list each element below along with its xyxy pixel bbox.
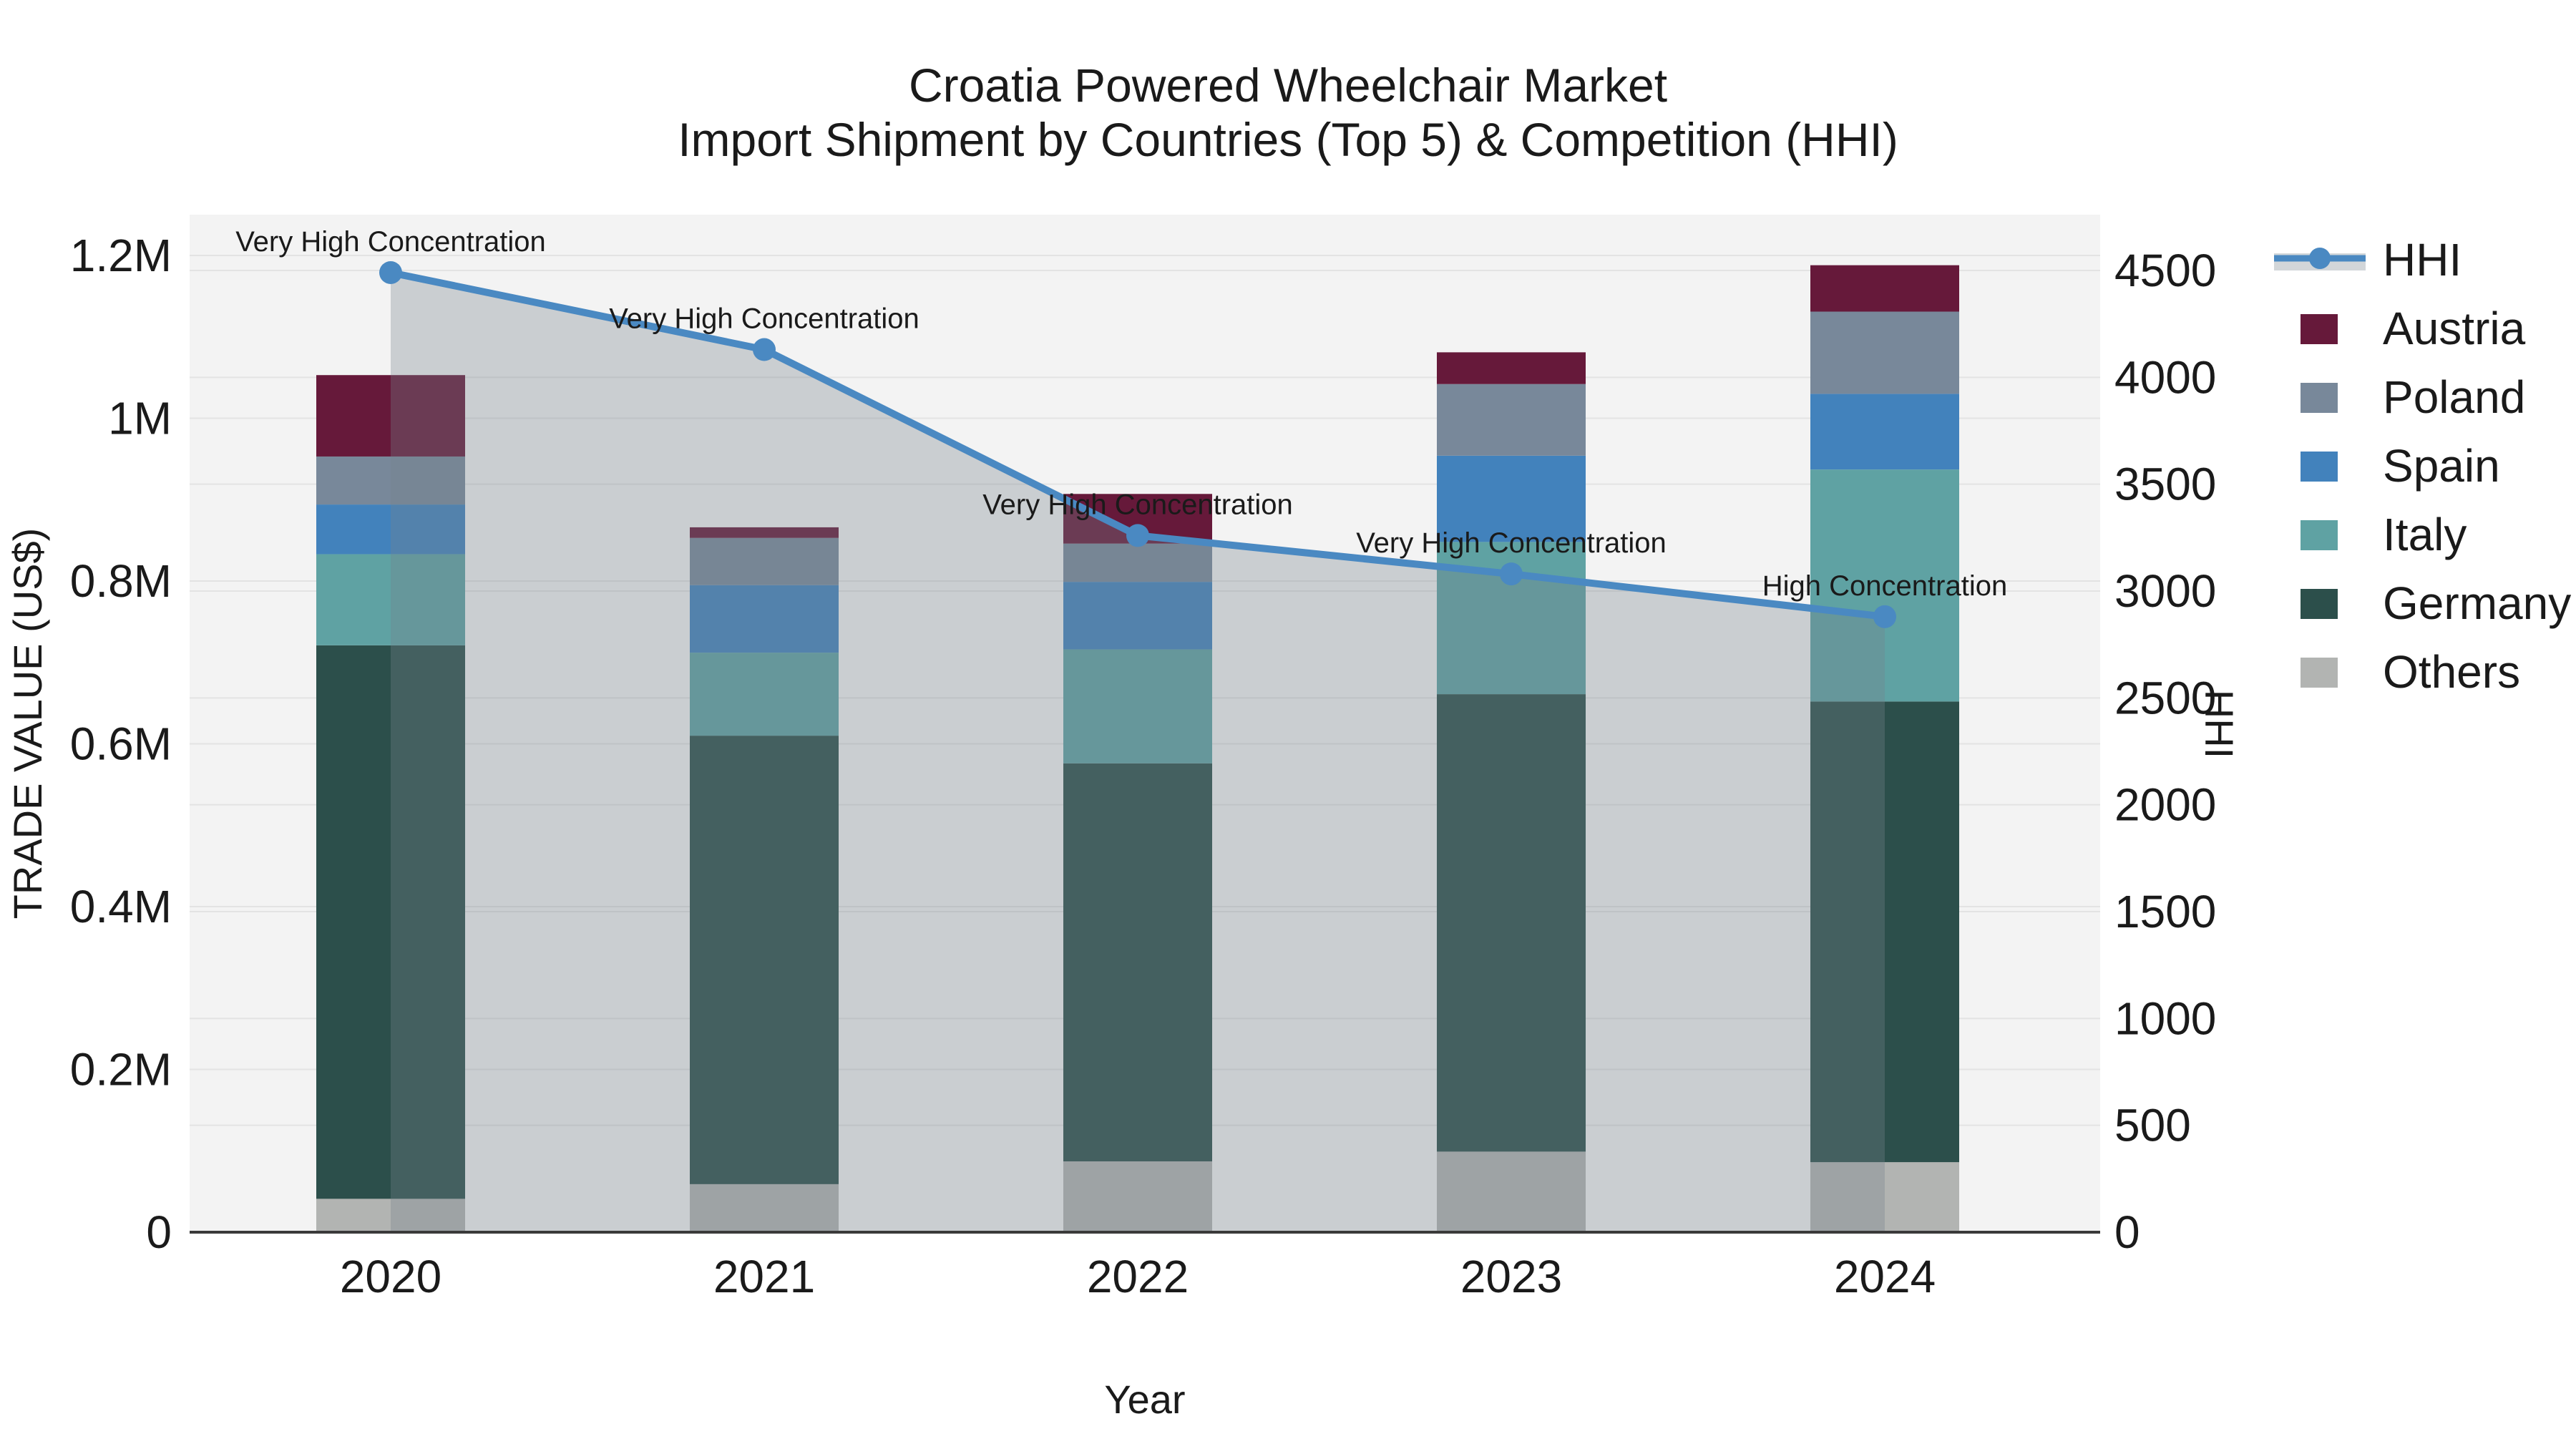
legend-item-others: Others (2301, 646, 2520, 698)
y-left-tick-label: 0.8M (70, 555, 172, 607)
bar-segment-austria-2020 (316, 375, 465, 457)
bar-segment-austria-2023 (1437, 352, 1586, 384)
y-left-axis-title: TRADE VALUE (US$) (5, 528, 50, 919)
y-right-tick-label: 1500 (2114, 886, 2216, 937)
bar-series (316, 265, 1959, 1232)
legend-label-austria: Austria (2383, 303, 2526, 354)
x-tick-label-2023: 2023 (1460, 1251, 1562, 1302)
y-right-tick-label: 500 (2114, 1100, 2191, 1151)
bar-segment-poland-2023 (1437, 384, 1586, 456)
y-right-tick-label: 3500 (2114, 459, 2216, 510)
bar-segment-italy-2022 (1063, 649, 1212, 763)
y-right-tick-label: 4500 (2114, 245, 2216, 296)
y-right-axis-title: HHI (2197, 690, 2242, 758)
legend-label-germany: Germany (2383, 577, 2571, 629)
y-right-tick-label: 0 (2114, 1206, 2140, 1258)
bar-segment-spain-2023 (1437, 455, 1586, 542)
hhi-marker-2024 (1873, 605, 1896, 628)
chart-title-line1: Croatia Powered Wheelchair Market (909, 59, 1667, 112)
legend-item-hhi: HHI (2274, 234, 2462, 286)
bar-segment-poland-2020 (316, 456, 465, 505)
legend-swatch-spain (2301, 452, 2338, 482)
annotation-2020: Very High Concentration (235, 226, 546, 258)
hhi-marker-2020 (379, 260, 402, 284)
bar-segment-germany-2024 (1810, 701, 1959, 1163)
bar-segment-germany-2021 (690, 736, 839, 1184)
hhi-marker-2023 (1500, 562, 1523, 586)
legend-swatch-austria (2301, 314, 2338, 344)
x-tick-label-2020: 2020 (340, 1251, 441, 1302)
legend-item-italy: Italy (2301, 509, 2467, 560)
bar-segment-poland-2022 (1063, 543, 1212, 582)
x-axis-title: Year (1104, 1377, 1185, 1422)
hhi-marker-2021 (753, 338, 776, 361)
legend-hhi-marker (2309, 248, 2331, 269)
bar-segment-spain-2022 (1063, 582, 1212, 650)
annotation-2024: High Concentration (1762, 570, 2007, 602)
legend-label-others: Others (2383, 646, 2520, 698)
hhi-area-fill (391, 272, 1885, 1232)
chart-title-line2: Import Shipment by Countries (Top 5) & C… (678, 113, 1898, 166)
legend-item-poland: Poland (2301, 371, 2525, 423)
bar-segment-austria-2021 (690, 527, 839, 538)
annotation-2023: Very High Concentration (1356, 527, 1667, 559)
y-left-tick-label: 1.2M (70, 230, 172, 281)
bar-segment-germany-2020 (316, 645, 465, 1199)
bar-segment-poland-2024 (1810, 311, 1959, 394)
legend-label-hhi: HHI (2383, 234, 2462, 286)
bar-segment-germany-2023 (1437, 694, 1586, 1152)
y-right-tick-label: 2500 (2114, 672, 2216, 723)
bar-segment-italy-2021 (690, 653, 839, 736)
y-right-tick-label: 4000 (2114, 351, 2216, 403)
bar-segment-others-2022 (1063, 1161, 1212, 1232)
annotation-2021: Very High Concentration (609, 303, 919, 335)
x-tick-label-2024: 2024 (1834, 1251, 1936, 1302)
legend-label-poland: Poland (2383, 371, 2525, 423)
bar-segment-spain-2021 (690, 585, 839, 653)
y-left-tick-label: 1M (108, 393, 172, 444)
legend: HHI Austria Poland Spain Italy Germany Others (2274, 234, 2571, 698)
bar-segment-spain-2020 (316, 504, 465, 555)
bar-segment-poland-2021 (690, 537, 839, 585)
annotation-2022: Very High Concentration (982, 489, 1293, 520)
hhi-marker-2022 (1126, 524, 1149, 547)
y-left-tick-label: 0.2M (70, 1044, 172, 1096)
y-left-tick-label: 0.4M (70, 881, 172, 932)
legend-item-austria: Austria (2301, 303, 2526, 354)
legend-swatch-others (2301, 658, 2338, 688)
y-left-tick-label: 0.6M (70, 718, 172, 770)
bar-segment-austria-2024 (1810, 265, 1959, 312)
y-right-tick-label: 2000 (2114, 779, 2216, 831)
bar-segment-spain-2024 (1810, 394, 1959, 470)
legend-swatch-germany (2301, 589, 2338, 619)
bar-segment-others-2021 (690, 1184, 839, 1232)
legend-label-spain: Spain (2383, 440, 2500, 492)
legend-item-germany: Germany (2301, 577, 2571, 629)
y-left-tick-label: 0 (146, 1206, 172, 1258)
x-tick-label-2022: 2022 (1087, 1251, 1189, 1302)
y-right-tick-label: 3000 (2114, 565, 2216, 617)
bar-segment-others-2020 (316, 1199, 465, 1232)
bar-segment-others-2023 (1437, 1151, 1586, 1232)
bar-segment-germany-2022 (1063, 763, 1212, 1162)
legend-swatch-italy (2301, 520, 2338, 550)
bar-segment-others-2024 (1810, 1162, 1959, 1232)
bar-segment-italy-2024 (1810, 469, 1959, 702)
bar-segment-italy-2020 (316, 554, 465, 645)
legend-item-spain: Spain (2301, 440, 2500, 492)
x-tick-label-2021: 2021 (713, 1251, 815, 1302)
legend-swatch-poland (2301, 383, 2338, 413)
legend-label-italy: Italy (2383, 509, 2467, 560)
y-right-tick-label: 1000 (2114, 992, 2216, 1044)
